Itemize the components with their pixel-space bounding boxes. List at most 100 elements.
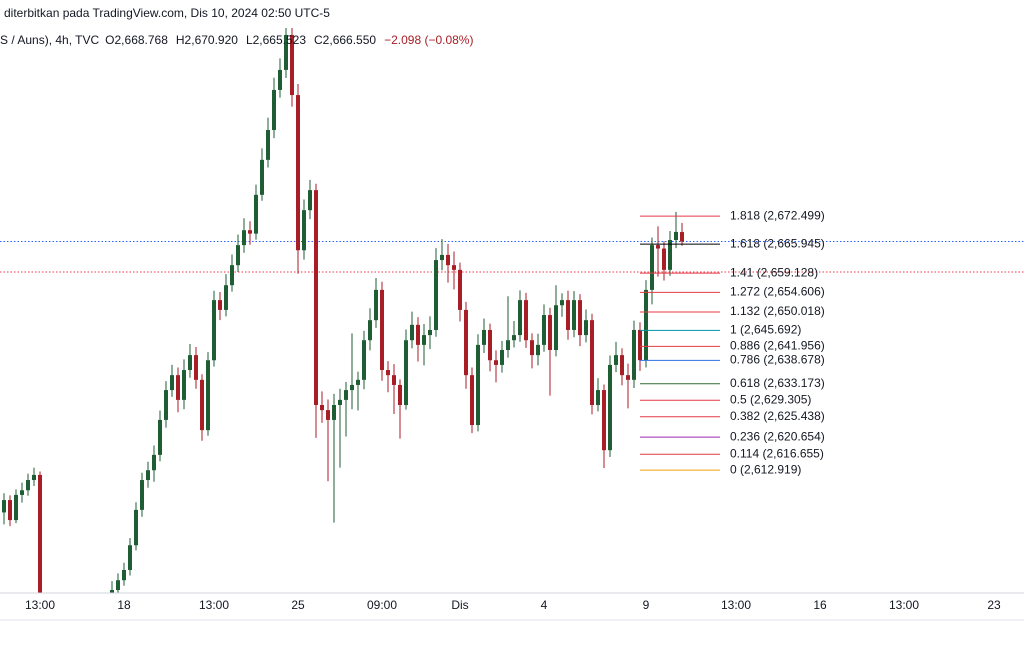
- candle-body: [2, 500, 6, 513]
- candle-body: [596, 390, 600, 405]
- candle-body: [494, 360, 498, 365]
- candle-body: [542, 315, 546, 345]
- candle-body: [50, 625, 54, 640]
- candle-body: [404, 340, 408, 405]
- fib-label: 1 (2,645.692): [730, 323, 801, 337]
- candle-body: [32, 474, 36, 481]
- candle-body: [650, 245, 654, 290]
- candle-body: [614, 355, 618, 365]
- candle-body: [248, 230, 252, 234]
- candle-body: [26, 480, 30, 491]
- candle-body: [434, 260, 438, 330]
- candle-body: [206, 360, 210, 431]
- candle-body: [512, 335, 516, 341]
- candle-body: [182, 370, 186, 400]
- candle-body: [326, 410, 330, 420]
- fib-label: 1.618 (2,665.945): [730, 236, 825, 250]
- candle-body: [506, 340, 510, 351]
- ohlc-value: H2,670.920: [176, 33, 238, 47]
- candle-body: [374, 289, 378, 321]
- candle-body: [200, 379, 204, 431]
- fib-label: 0 (2,612.919): [730, 462, 801, 476]
- candle-body: [464, 309, 468, 376]
- candle-body: [560, 300, 564, 306]
- candle-body: [122, 569, 126, 581]
- header-bg: [0, 0, 1024, 28]
- candle-body: [626, 375, 630, 380]
- candle-body: [236, 245, 240, 266]
- candle-body: [116, 580, 120, 591]
- candle-body: [194, 355, 198, 380]
- candle-body: [680, 232, 684, 242]
- candle-body: [458, 269, 462, 310]
- x-tick-label: Dis: [451, 598, 468, 612]
- published-note: diterbitkan pada TradingView.com, Dis 10…: [4, 6, 330, 20]
- fib-label: 1.132 (2,650.018): [730, 304, 825, 318]
- candle-body: [8, 500, 12, 521]
- candle-body: [674, 231, 678, 241]
- candle-body: [74, 635, 78, 650]
- candle-body: [398, 384, 402, 405]
- candle-body: [272, 89, 276, 131]
- symbol-legend: S / Auns), 4h, TVC O2,668.768 H2,670.920 L2…: [0, 33, 473, 47]
- candle-body: [158, 419, 162, 455]
- candle-body: [140, 480, 144, 510]
- candle-body: [524, 300, 528, 341]
- candle-body: [548, 315, 552, 351]
- candle-body: [452, 265, 456, 270]
- candle-body: [476, 344, 480, 426]
- candle-body: [188, 355, 192, 371]
- x-tick-label: 9: [643, 598, 650, 612]
- fib-label: 1.818 (2,672.499): [730, 208, 825, 222]
- candle-body: [422, 335, 426, 345]
- candle-body: [164, 390, 168, 420]
- candle-body: [620, 355, 624, 376]
- candle-body: [356, 379, 360, 385]
- candle-body: [278, 69, 282, 90]
- candle-body: [386, 370, 390, 376]
- candle-body: [224, 285, 228, 310]
- candle-body: [416, 324, 420, 345]
- x-tick-label: 16: [813, 598, 827, 612]
- candle-body: [668, 240, 672, 270]
- candle-body: [584, 320, 588, 336]
- candle-body: [62, 630, 66, 645]
- candle-body: [662, 248, 666, 270]
- candle-body: [80, 635, 84, 640]
- candle-body: [56, 630, 60, 640]
- candle-body: [134, 509, 138, 546]
- candle-body: [296, 95, 300, 251]
- candle-body: [266, 130, 270, 160]
- candle-body: [242, 230, 246, 246]
- candle-body: [212, 300, 216, 361]
- x-tick-label: 4: [541, 598, 548, 612]
- x-tick-label: 23: [987, 598, 1001, 612]
- ohlc-value: C2,666.550: [314, 33, 376, 47]
- x-tick-label: 09:00: [367, 598, 397, 612]
- candle-body: [92, 625, 96, 630]
- candle-body: [344, 390, 348, 400]
- candle-body: [362, 340, 366, 380]
- x-tick-label: 13:00: [721, 598, 751, 612]
- candle-body: [98, 620, 102, 630]
- candle-body: [308, 190, 312, 211]
- candle-body: [20, 490, 24, 495]
- candle-body: [218, 300, 222, 310]
- candle-body: [530, 340, 534, 356]
- candle-body: [314, 190, 318, 405]
- candle-body: [446, 254, 450, 266]
- candle-body: [290, 34, 294, 96]
- candle-body: [572, 300, 576, 330]
- fib-label: 0.5 (2,629.305): [730, 392, 811, 406]
- candle-body: [338, 399, 342, 405]
- x-axis: 13:00 18 13:00 25 09:00 Dis 4 9 13:00 16 13:00 23: [25, 598, 1001, 612]
- fib-label: 0.618 (2,633.173): [730, 376, 825, 390]
- fib-levels: 1.818 (2,672.499) 1.618 (2,665.945) 1.41 (…: [640, 208, 825, 476]
- candle-body: [536, 344, 540, 356]
- x-tick-label: 13:00: [25, 598, 55, 612]
- candle-body: [110, 590, 114, 593]
- candle-body: [488, 329, 492, 361]
- candle-body: [656, 245, 660, 249]
